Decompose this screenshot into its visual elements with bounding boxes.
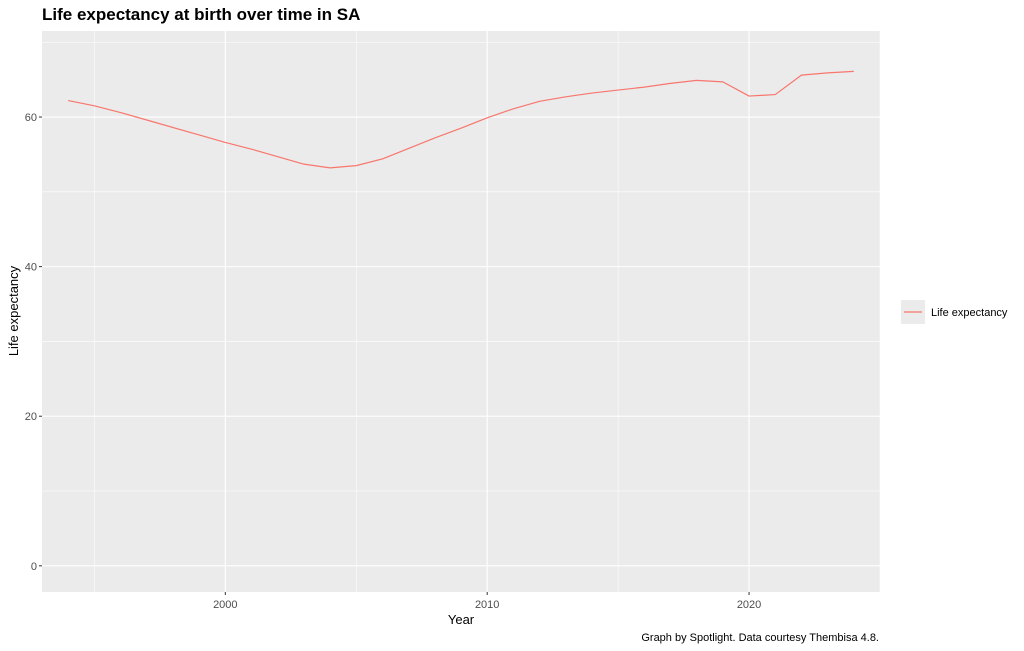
y-tick-label: 20 [25,411,37,423]
series-line-life-expectancy [68,70,854,169]
x-tick-label: 2020 [737,599,761,611]
series-layer [68,70,854,169]
y-tick-label: 40 [25,262,37,274]
y-tick-label: 60 [25,112,37,124]
x-axis: 2000 2010 2020 [213,592,761,611]
legend: Life expectancy [901,300,1008,324]
y-axis-title: Life expectancy [6,265,21,356]
y-axis: 0 20 40 60 [25,112,42,573]
legend-label: Life expectancy [931,307,1008,319]
chart-title: Life expectancy at birth over time in SA [42,5,360,24]
x-tick-label: 2010 [475,599,499,611]
plot-panel [42,31,880,592]
x-tick-label: 2000 [213,599,237,611]
minor-gridlines [42,31,881,592]
y-tick-label: 0 [31,561,37,573]
x-axis-title: Year [448,612,475,627]
major-gridlines [42,31,880,592]
chart-caption: Graph by Spotlight. Data courtesy Thembi… [641,632,879,644]
